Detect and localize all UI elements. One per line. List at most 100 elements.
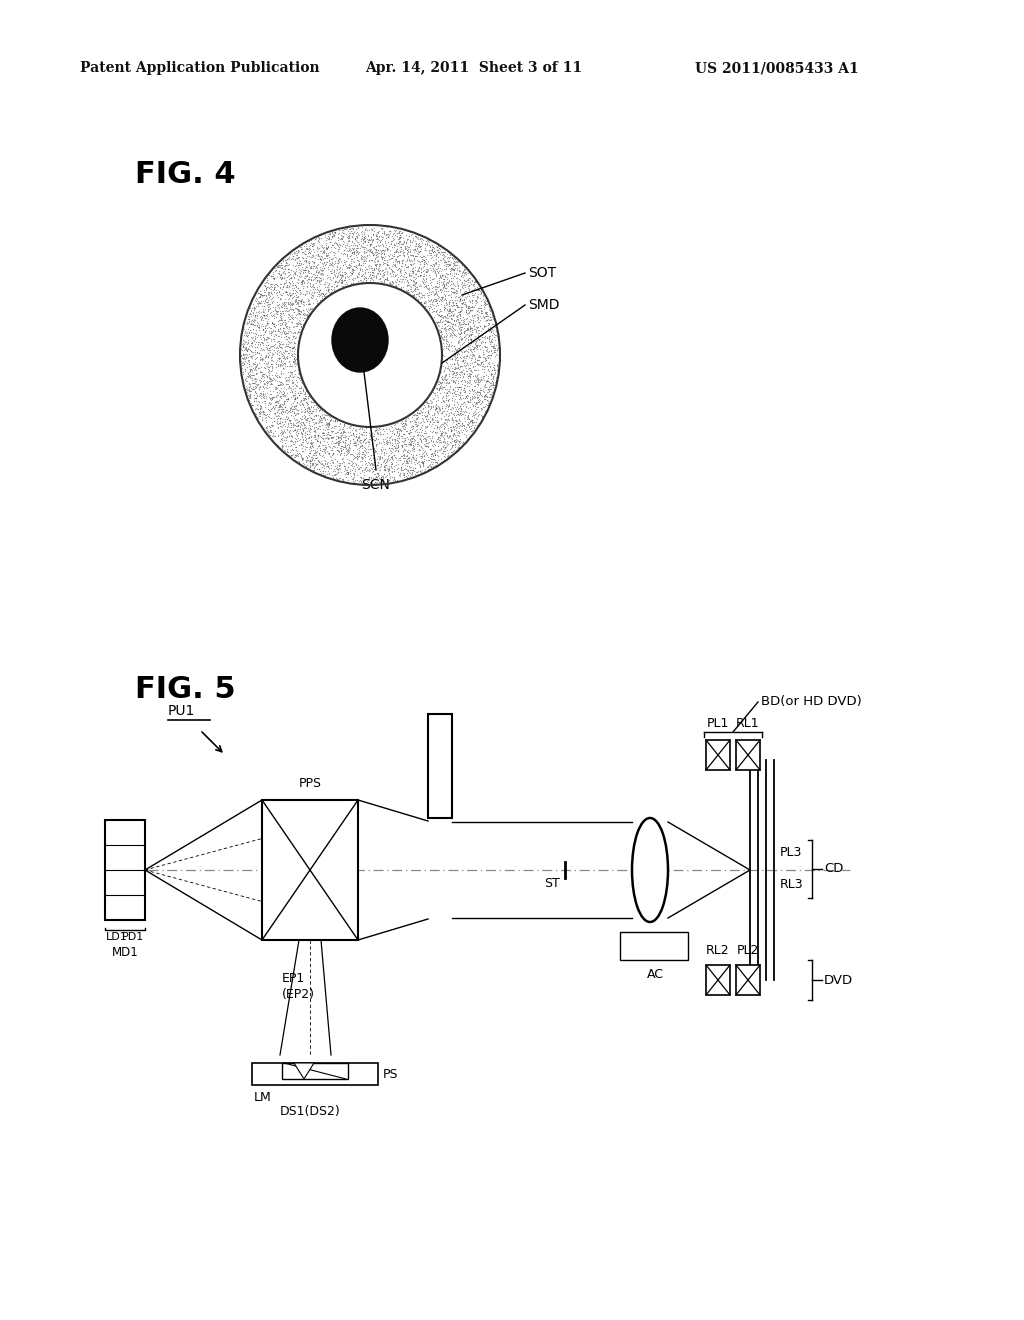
Point: [270, 375, 287, 396]
Point: [440, 271, 457, 292]
Point: [471, 315, 487, 337]
Point: [437, 413, 454, 434]
Point: [374, 228, 390, 249]
Point: [456, 391, 472, 412]
Point: [261, 407, 278, 428]
Point: [413, 436, 429, 457]
Point: [352, 269, 369, 290]
Point: [318, 230, 335, 251]
Point: [314, 438, 331, 459]
Point: [285, 392, 301, 413]
Point: [305, 284, 322, 305]
Point: [318, 453, 335, 474]
Point: [310, 449, 327, 470]
Point: [255, 348, 271, 370]
Point: [464, 300, 480, 321]
Point: [328, 432, 344, 453]
Point: [488, 370, 505, 391]
Point: [456, 414, 472, 436]
Point: [413, 276, 429, 297]
Point: [439, 275, 456, 296]
Point: [462, 370, 478, 391]
Point: [351, 253, 368, 275]
Point: [399, 451, 416, 473]
Point: [312, 433, 329, 454]
Point: [452, 339, 468, 360]
Point: [249, 375, 265, 396]
Point: [286, 384, 302, 405]
Point: [477, 350, 494, 371]
Point: [301, 251, 317, 272]
Point: [365, 263, 381, 284]
Point: [438, 304, 455, 325]
Point: [485, 342, 502, 363]
Point: [431, 238, 447, 259]
Point: [411, 234, 427, 255]
Point: [436, 249, 453, 271]
Text: CD: CD: [824, 862, 844, 875]
Point: [322, 462, 338, 483]
Point: [345, 235, 361, 256]
Point: [276, 413, 293, 434]
Point: [453, 293, 469, 314]
Point: [323, 440, 339, 461]
Point: [276, 392, 293, 413]
Point: [482, 341, 499, 362]
Point: [294, 269, 310, 290]
Point: [284, 312, 300, 333]
Point: [443, 302, 460, 323]
Point: [313, 267, 330, 288]
Point: [349, 267, 366, 288]
Point: [391, 447, 408, 469]
Point: [324, 433, 340, 454]
Point: [461, 356, 477, 378]
Point: [397, 453, 414, 474]
Point: [409, 450, 425, 471]
Point: [463, 360, 479, 381]
Point: [337, 455, 353, 477]
Point: [399, 461, 416, 482]
Point: [451, 338, 467, 359]
Point: [353, 454, 370, 475]
Point: [241, 343, 257, 364]
Point: [376, 458, 392, 479]
Point: [369, 247, 385, 268]
Point: [284, 396, 300, 417]
Point: [418, 405, 434, 426]
Point: [480, 298, 497, 319]
Point: [331, 433, 347, 454]
Point: [305, 454, 322, 475]
Point: [281, 366, 297, 387]
Point: [473, 351, 489, 372]
Point: [465, 309, 481, 330]
Point: [295, 304, 311, 325]
Point: [253, 384, 269, 405]
Point: [285, 246, 301, 267]
Point: [389, 247, 406, 268]
Point: [365, 453, 381, 474]
Point: [432, 265, 449, 286]
Point: [413, 447, 429, 469]
Point: [374, 248, 390, 269]
Point: [261, 388, 278, 409]
Point: [384, 434, 400, 455]
Point: [241, 310, 257, 331]
Point: [446, 429, 463, 450]
Point: [371, 260, 387, 281]
Point: [466, 279, 482, 300]
Point: [256, 275, 272, 296]
Point: [331, 462, 347, 483]
Point: [356, 230, 373, 251]
Point: [461, 413, 477, 434]
Point: [336, 269, 352, 290]
Point: [442, 298, 459, 319]
Point: [260, 292, 276, 313]
Point: [406, 437, 422, 458]
Point: [249, 326, 265, 347]
Point: [337, 269, 353, 290]
Point: [442, 426, 459, 447]
Point: [329, 276, 345, 297]
Point: [365, 236, 381, 257]
Point: [459, 323, 475, 345]
Point: [301, 400, 317, 421]
